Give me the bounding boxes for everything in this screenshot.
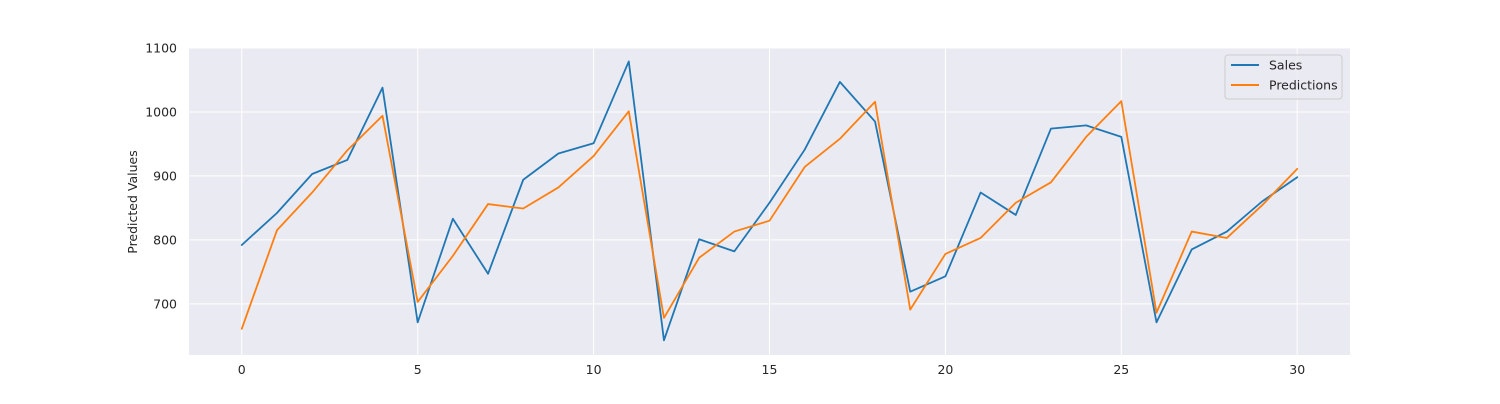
legend: Sales Predictions — [1224, 54, 1343, 100]
x-tick-label: 30 — [1289, 362, 1305, 377]
x-tick-label: 10 — [586, 362, 602, 377]
y-tick-label: 700 — [153, 296, 177, 311]
series-line-sales — [240, 60, 1299, 342]
y-tick-label: 1100 — [145, 41, 177, 56]
x-axis-ticks: 0 5 10 15 20 25 30 — [238, 362, 1305, 377]
x-tick-label: 0 — [238, 362, 246, 377]
series-line-predictions — [240, 100, 1299, 330]
y-tick-label: 800 — [153, 232, 177, 247]
y-tick-label: 1000 — [145, 104, 177, 119]
legend-label-sales: Sales — [1269, 58, 1302, 73]
x-tick-label: 15 — [762, 362, 778, 377]
gridlines — [189, 47, 1350, 355]
x-tick-label: 20 — [937, 362, 953, 377]
x-tick-label: 25 — [1113, 362, 1129, 377]
legend-label-predictions: Predictions — [1269, 78, 1338, 93]
y-tick-label: 900 — [153, 168, 177, 183]
y-axis-label: Predicted Values — [125, 150, 140, 254]
y-axis-ticks: 700 800 900 1000 1100 — [145, 41, 177, 312]
x-tick-label: 5 — [414, 362, 422, 377]
series-lines — [240, 60, 1299, 342]
